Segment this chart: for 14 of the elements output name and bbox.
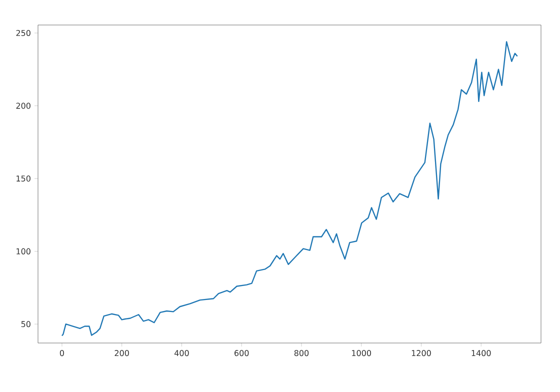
x-tick-label: 1400: [472, 350, 491, 356]
x-tick-label: 800: [294, 350, 309, 356]
y-tick-label: 50: [21, 321, 30, 328]
y-tick-label: 150: [16, 176, 30, 182]
line-series: [61, 41, 518, 336]
y-tick-label: 250: [16, 30, 30, 36]
y-tick-label: 200: [16, 102, 30, 109]
x-tick-label: 400: [174, 350, 189, 356]
x-tick-label: 600: [234, 350, 249, 356]
y-tick-label: 100: [16, 248, 30, 254]
x-tick-label: 1000: [352, 350, 372, 356]
x-tick-label: 1200: [412, 350, 431, 356]
x-tick-label: 0: [60, 350, 64, 356]
x-tick-label: 200: [114, 350, 129, 356]
